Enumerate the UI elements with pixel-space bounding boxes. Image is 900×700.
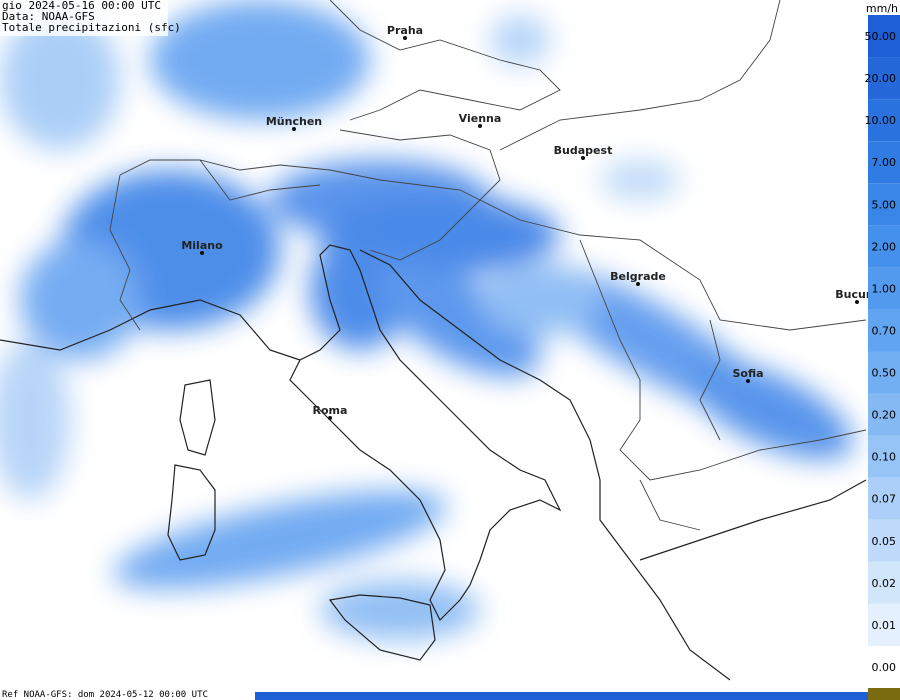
legend-label: 0.07 <box>872 493 897 506</box>
footer-background <box>0 692 255 700</box>
legend-label: 2.00 <box>872 240 897 253</box>
legend-label: 1.00 <box>872 282 897 295</box>
header-date: gio 2024-05-16 00:00 UTC <box>2 0 161 12</box>
legend-swatch <box>868 183 900 226</box>
legend-swatch <box>868 603 900 646</box>
legend-label: 7.00 <box>872 156 897 169</box>
city-label: Roma <box>313 404 348 417</box>
legend-swatch <box>868 561 900 604</box>
city-dot <box>636 282 640 286</box>
legend-swatch <box>868 309 900 352</box>
legend-label: 0.70 <box>872 324 897 337</box>
city-label: Milano <box>181 239 223 252</box>
city-dot <box>403 36 407 40</box>
cities: Praha München Vienna Budapest Milano Belgrade… <box>181 24 879 420</box>
coastlines <box>0 244 867 681</box>
legend-label: 0.05 <box>872 535 897 548</box>
city-label: München <box>266 115 322 128</box>
city-dot <box>200 251 204 255</box>
city-label: Belgrade <box>610 270 666 283</box>
city-dot <box>292 127 296 131</box>
legend-label: 0.01 <box>872 619 897 632</box>
city-dot <box>746 379 750 383</box>
city-label: Bucure <box>835 288 878 301</box>
legend-label: 0.50 <box>872 367 897 380</box>
footer-corner <box>868 688 900 700</box>
city-dot <box>855 300 859 304</box>
city-label: Vienna <box>459 112 502 125</box>
legend-swatch <box>868 477 900 520</box>
legend-swatch <box>868 15 900 58</box>
legend-label: 10.00 <box>865 114 897 127</box>
legend-label: 0.20 <box>872 409 897 422</box>
header-background <box>0 0 168 36</box>
legend-label: 0.10 <box>872 451 897 464</box>
footer-bar <box>255 692 868 700</box>
legend-swatch <box>868 435 900 478</box>
legend-label: 50.00 <box>865 30 897 43</box>
legend-swatch <box>868 141 900 184</box>
legend-label: 20.00 <box>865 72 897 85</box>
legend-swatch <box>868 267 900 310</box>
city-dot <box>478 124 482 128</box>
legend-swatch <box>868 645 900 688</box>
legend-unit: mm/h <box>866 2 898 15</box>
header-source: Data: NOAA-GFS <box>2 10 95 23</box>
city-dot <box>581 156 585 160</box>
footer-reference: Ref NOAA-GFS: dom 2024-05-12 00:00 UTC <box>2 690 208 700</box>
legend-swatch <box>868 351 900 394</box>
legend: mm/h 50.00 20.00 10.00 7.00 5.00 2.00 1.00 0.70 0… <box>865 0 900 688</box>
legend-label: 0.02 <box>872 577 897 590</box>
header-variable: Totale precipitazioni (sfc) <box>2 21 181 34</box>
legend-swatch <box>868 57 900 100</box>
legend-label: 0.00 <box>872 661 897 674</box>
city-label: Sofia <box>732 367 763 380</box>
legend-unit-background <box>868 0 900 15</box>
city-label: Praha <box>387 24 423 37</box>
legend-swatch <box>868 99 900 142</box>
legend-swatch <box>868 393 900 436</box>
legend-label: 5.00 <box>872 198 897 211</box>
legend-swatch <box>868 519 900 562</box>
city-dot <box>328 416 332 420</box>
legend-swatch <box>868 225 900 268</box>
borders <box>109 0 867 531</box>
city-label: Budapest <box>554 144 613 157</box>
